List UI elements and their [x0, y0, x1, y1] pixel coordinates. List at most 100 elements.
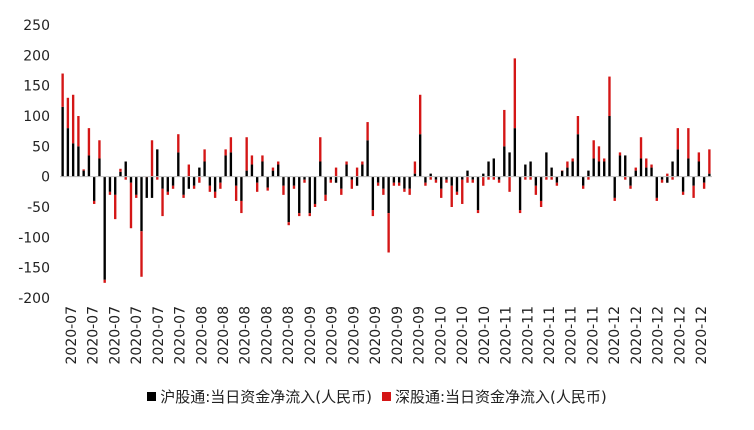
bar-sh: [161, 176, 164, 189]
bar-sh: [92, 176, 96, 201]
x-tick-label: 2020-11: [585, 306, 601, 365]
x-tick-label: 2020-07: [64, 306, 80, 365]
bar-sz: [571, 158, 574, 162]
bar-sz: [213, 191, 217, 198]
bar-sh: [413, 173, 417, 177]
bar-sh: [434, 176, 438, 180]
bar-sh: [234, 176, 238, 186]
x-tick-label: 2020-08: [281, 306, 297, 365]
bar-sz: [177, 134, 180, 153]
bar-sz: [671, 176, 674, 180]
bar-sz: [271, 167, 275, 171]
bar-sz: [418, 94, 422, 135]
bar-sh: [702, 176, 706, 183]
x-tick-label: 2020-11: [520, 306, 536, 365]
bar-sz: [555, 182, 559, 186]
bar-sz: [618, 152, 622, 156]
bar-sz: [308, 213, 311, 217]
bar-sz: [445, 179, 448, 183]
bar-sh: [555, 176, 559, 183]
bar-sh: [382, 176, 385, 189]
bar-sh: [371, 176, 375, 211]
bar-sz: [492, 176, 495, 180]
bar-sz: [503, 109, 506, 147]
bar-sz: [434, 179, 438, 183]
bar-sz: [687, 128, 690, 159]
bar-sh: [681, 176, 685, 192]
bar-sh: [198, 167, 201, 177]
bar-sh: [671, 161, 674, 177]
bar-sh: [156, 149, 159, 177]
x-tick-label: 2020-08: [238, 306, 254, 365]
bar-sh: [282, 176, 285, 186]
bar-sh: [613, 176, 616, 198]
y-tick-label: 0: [41, 170, 50, 186]
bar-sz: [98, 140, 101, 159]
bar-sh: [287, 176, 290, 223]
y-axis: -200 -150 -100 -50 0 50 100 150 200 250: [18, 18, 50, 307]
x-tick-label: 2020-09: [303, 306, 319, 365]
bar-sz: [487, 176, 490, 180]
bar-sz: [702, 182, 706, 189]
y-tick-label: 250: [23, 18, 50, 34]
bar-sz: [208, 185, 212, 192]
bar-sz: [166, 191, 169, 195]
bar-sz: [255, 182, 259, 192]
bar-sz: [92, 200, 96, 204]
bar-sz: [313, 203, 317, 207]
x-tick-label: 2020-10: [433, 306, 449, 365]
bar-sz: [524, 176, 527, 180]
legend-item-sz: 深股通:当日资金净流入(人民币): [382, 386, 607, 407]
bar-sz: [334, 167, 338, 177]
bar-sz: [150, 140, 154, 177]
bar-sz: [639, 137, 643, 159]
bar-sz: [629, 185, 632, 189]
bar-sz: [250, 155, 254, 165]
bar-sz: [592, 140, 595, 159]
legend-label-sh: 沪股通:当日资金净流入(人民币): [160, 388, 372, 406]
bar-sh: [255, 176, 259, 183]
bar-sz: [187, 164, 191, 177]
bar-sh: [424, 176, 427, 183]
bar-sh: [660, 176, 664, 180]
bar-sz: [645, 158, 648, 168]
bar-sh: [240, 176, 243, 201]
bar-sh: [534, 176, 538, 186]
bar-sh: [308, 176, 311, 214]
bar-sz: [650, 164, 653, 168]
bar-sz: [466, 176, 469, 183]
bar-sh: [171, 176, 175, 186]
bar-sz: [608, 76, 611, 116]
bar-sh: [639, 158, 643, 177]
bar-sz: [387, 213, 390, 253]
bar-sh: [408, 176, 411, 189]
bar-sh: [513, 128, 517, 177]
bar-sz: [340, 188, 343, 195]
bar-sh: [166, 176, 169, 192]
bar-sz: [382, 188, 385, 195]
bar-sh: [82, 170, 85, 177]
bar-sh: [261, 161, 264, 177]
bar-sh: [708, 173, 711, 177]
bar-sz: [266, 187, 269, 191]
bar-sh: [397, 176, 401, 183]
bar-sh: [119, 171, 122, 177]
bar-sh: [292, 176, 296, 186]
x-tick-label: 2020-09: [346, 306, 362, 365]
bar-sh: [366, 140, 369, 177]
bar-sh: [77, 146, 80, 177]
bar-sz: [66, 97, 70, 129]
bar-sh: [329, 176, 332, 180]
bar-sh: [66, 128, 70, 177]
bar-sh: [271, 170, 275, 177]
bar-sz: [287, 222, 290, 226]
bar-sz: [634, 167, 637, 171]
bar-sh: [687, 158, 690, 177]
bar-sz: [261, 155, 264, 162]
bar-sh: [666, 176, 669, 183]
bar-sz: [497, 179, 501, 183]
bar-sz: [219, 182, 222, 189]
bar-sh: [61, 106, 64, 177]
bar-sh: [345, 164, 348, 177]
